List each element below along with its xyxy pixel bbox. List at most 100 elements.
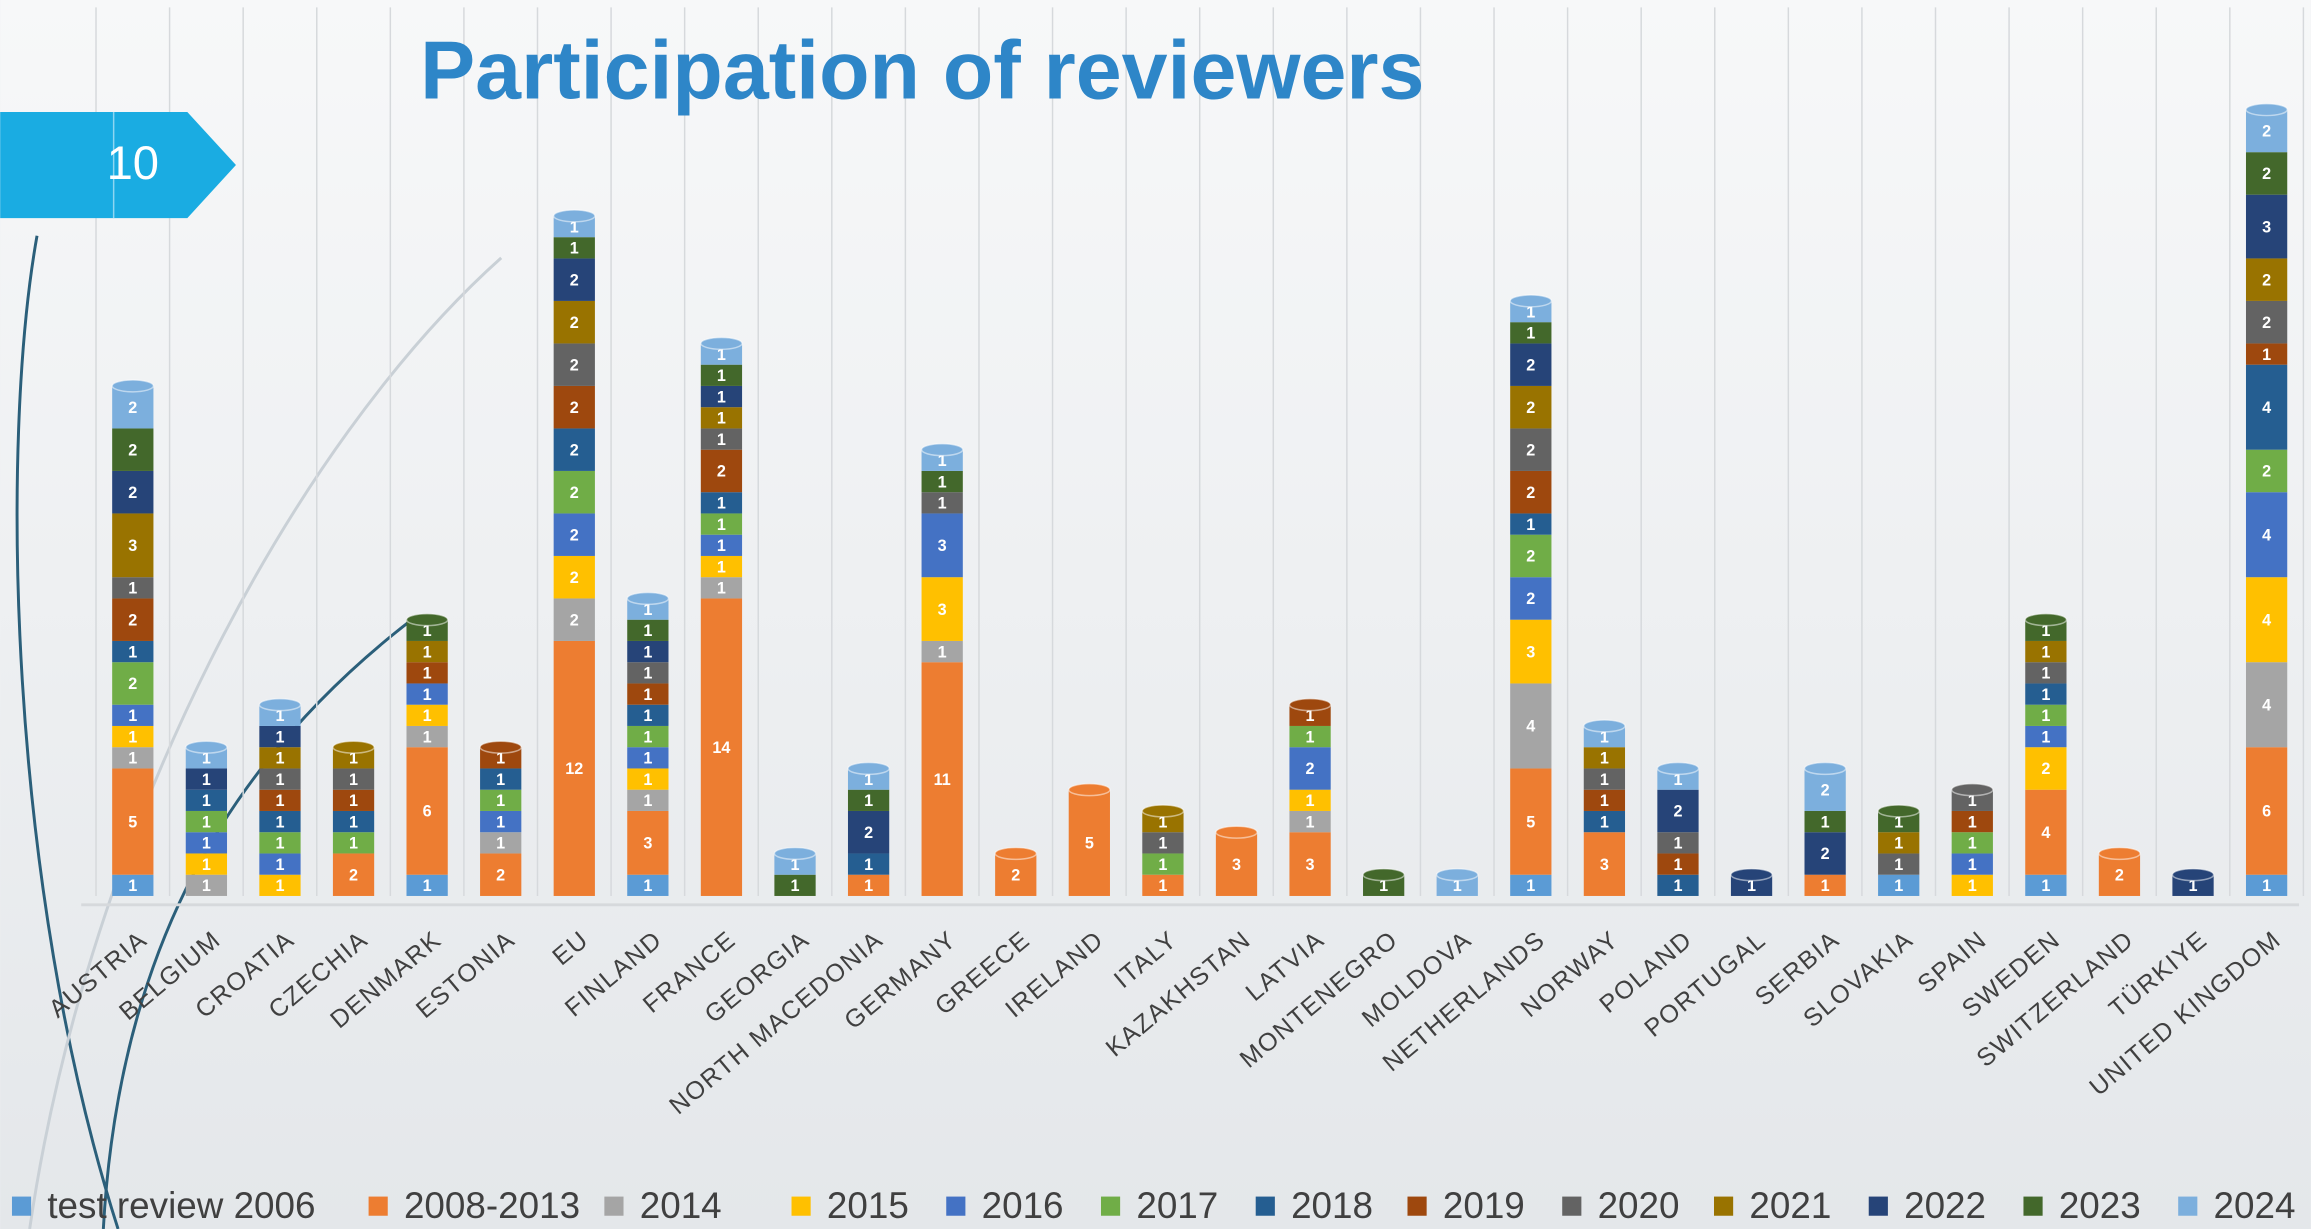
bar-cap bbox=[333, 741, 374, 753]
data-label: 1 bbox=[1526, 325, 1535, 343]
data-label: 1 bbox=[128, 728, 137, 746]
data-label: 1 bbox=[349, 771, 358, 789]
data-label: 1 bbox=[275, 750, 284, 768]
data-label: 2 bbox=[1526, 441, 1535, 459]
data-label: 1 bbox=[128, 707, 137, 725]
data-label: 1 bbox=[128, 643, 137, 661]
bar-cap bbox=[1952, 784, 1993, 796]
data-label: 1 bbox=[643, 643, 652, 661]
data-label: 1 bbox=[1526, 877, 1535, 895]
data-label: 2 bbox=[570, 526, 579, 544]
data-label: 1 bbox=[643, 750, 652, 768]
data-label: 1 bbox=[1968, 877, 1977, 895]
data-label: 1 bbox=[496, 771, 505, 789]
data-label: 1 bbox=[423, 686, 432, 704]
legend-label: 2023 bbox=[2059, 1185, 2141, 1226]
data-label: 1 bbox=[1821, 877, 1830, 895]
data-label: 1 bbox=[496, 835, 505, 853]
data-label: 1 bbox=[1158, 835, 1167, 853]
data-label: 3 bbox=[128, 537, 137, 555]
data-label: 1 bbox=[938, 643, 947, 661]
data-label: 1 bbox=[1600, 813, 1609, 831]
data-label: 2 bbox=[570, 569, 579, 587]
data-label: 1 bbox=[1968, 856, 1977, 874]
bar-cap bbox=[554, 210, 595, 222]
data-label: 2 bbox=[349, 866, 358, 884]
legend-swatch bbox=[2178, 1197, 2197, 1216]
data-label: 1 bbox=[496, 792, 505, 810]
data-label: 1 bbox=[643, 792, 652, 810]
legend-swatch bbox=[12, 1197, 31, 1216]
data-label: 1 bbox=[1894, 856, 1903, 874]
bar-cap bbox=[995, 848, 1036, 860]
data-label: 2 bbox=[2262, 314, 2271, 332]
legend-label: 2021 bbox=[1749, 1185, 1831, 1226]
data-label: 1 bbox=[275, 792, 284, 810]
data-label: 1 bbox=[717, 410, 726, 428]
data-label: 1 bbox=[2041, 877, 2050, 895]
bar-cap bbox=[112, 380, 153, 392]
legend-swatch bbox=[369, 1197, 388, 1216]
data-label: 3 bbox=[1526, 643, 1535, 661]
data-label: 1 bbox=[202, 771, 211, 789]
legend-swatch bbox=[2023, 1197, 2042, 1216]
data-label: 12 bbox=[565, 760, 583, 778]
data-label: 1 bbox=[1821, 813, 1830, 831]
legend-label: 2016 bbox=[982, 1185, 1064, 1226]
data-label: 1 bbox=[2041, 686, 2050, 704]
bar-cap bbox=[2246, 104, 2287, 116]
data-label: 2 bbox=[1526, 484, 1535, 502]
data-label: 1 bbox=[717, 558, 726, 576]
legend-swatch bbox=[1407, 1197, 1426, 1216]
data-label: 2 bbox=[864, 824, 873, 842]
data-label: 3 bbox=[1600, 856, 1609, 874]
data-label: 1 bbox=[2041, 665, 2050, 683]
bar-cap bbox=[922, 444, 963, 456]
bar-cap bbox=[1363, 869, 1404, 881]
bar-cap bbox=[701, 338, 742, 350]
data-label: 2 bbox=[128, 611, 137, 629]
data-label: 2 bbox=[128, 484, 137, 502]
data-label: 1 bbox=[2041, 643, 2050, 661]
data-label: 2 bbox=[128, 675, 137, 693]
data-label: 1 bbox=[202, 877, 211, 895]
bar-cap bbox=[2025, 614, 2066, 626]
bar-cap bbox=[774, 848, 815, 860]
data-label: 1 bbox=[1306, 813, 1315, 831]
data-label: 1 bbox=[496, 813, 505, 831]
legend-label: test review 2006 bbox=[47, 1185, 315, 1226]
data-label: 1 bbox=[717, 431, 726, 449]
data-label: 3 bbox=[938, 601, 947, 619]
data-label: 2 bbox=[2041, 760, 2050, 778]
bar-cap bbox=[2099, 848, 2140, 860]
data-label: 2 bbox=[1011, 866, 1020, 884]
data-label: 1 bbox=[717, 516, 726, 534]
data-label: 3 bbox=[1306, 856, 1315, 874]
bar-cap bbox=[1437, 869, 1478, 881]
data-label: 1 bbox=[423, 643, 432, 661]
data-label: 1 bbox=[1526, 516, 1535, 534]
data-label: 1 bbox=[1600, 750, 1609, 768]
legend-label: 2008-2013 bbox=[404, 1185, 580, 1226]
bar-cap bbox=[480, 741, 521, 753]
bar-cap bbox=[848, 763, 889, 775]
data-label: 2 bbox=[717, 463, 726, 481]
data-label: 1 bbox=[643, 728, 652, 746]
data-label: 1 bbox=[128, 580, 137, 598]
data-label: 1 bbox=[643, 665, 652, 683]
data-label: 2 bbox=[2262, 463, 2271, 481]
data-label: 14 bbox=[712, 739, 730, 757]
data-label: 1 bbox=[349, 835, 358, 853]
data-label: 2 bbox=[2262, 165, 2271, 183]
data-label: 1 bbox=[1894, 877, 1903, 895]
legend-label: 2022 bbox=[1904, 1185, 1986, 1226]
data-label: 1 bbox=[202, 835, 211, 853]
data-label: 1 bbox=[643, 771, 652, 789]
background bbox=[0, 0, 2311, 1229]
data-label: 1 bbox=[349, 792, 358, 810]
data-label: 1 bbox=[275, 771, 284, 789]
data-label: 1 bbox=[643, 686, 652, 704]
data-label: 1 bbox=[643, 877, 652, 895]
data-label: 1 bbox=[1600, 792, 1609, 810]
legend-swatch bbox=[1101, 1197, 1120, 1216]
